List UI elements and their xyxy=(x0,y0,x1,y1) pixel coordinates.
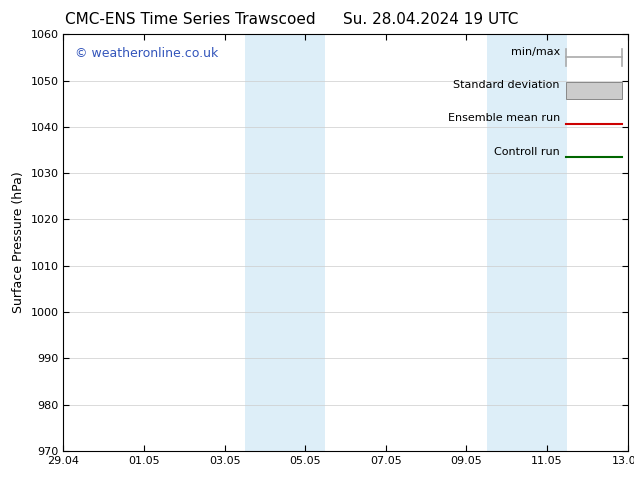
Bar xyxy=(487,34,567,451)
Text: CMC-ENS Time Series Trawscoed: CMC-ENS Time Series Trawscoed xyxy=(65,12,316,27)
Text: Standard deviation: Standard deviation xyxy=(453,80,560,90)
Text: Controll run: Controll run xyxy=(494,147,560,157)
Text: Su. 28.04.2024 19 UTC: Su. 28.04.2024 19 UTC xyxy=(344,12,519,27)
Bar xyxy=(566,82,622,99)
Y-axis label: Surface Pressure (hPa): Surface Pressure (hPa) xyxy=(12,172,25,314)
Text: min/max: min/max xyxy=(511,47,560,57)
Text: Ensemble mean run: Ensemble mean run xyxy=(448,113,560,123)
Bar xyxy=(245,34,325,451)
Text: © weatheronline.co.uk: © weatheronline.co.uk xyxy=(75,47,218,60)
